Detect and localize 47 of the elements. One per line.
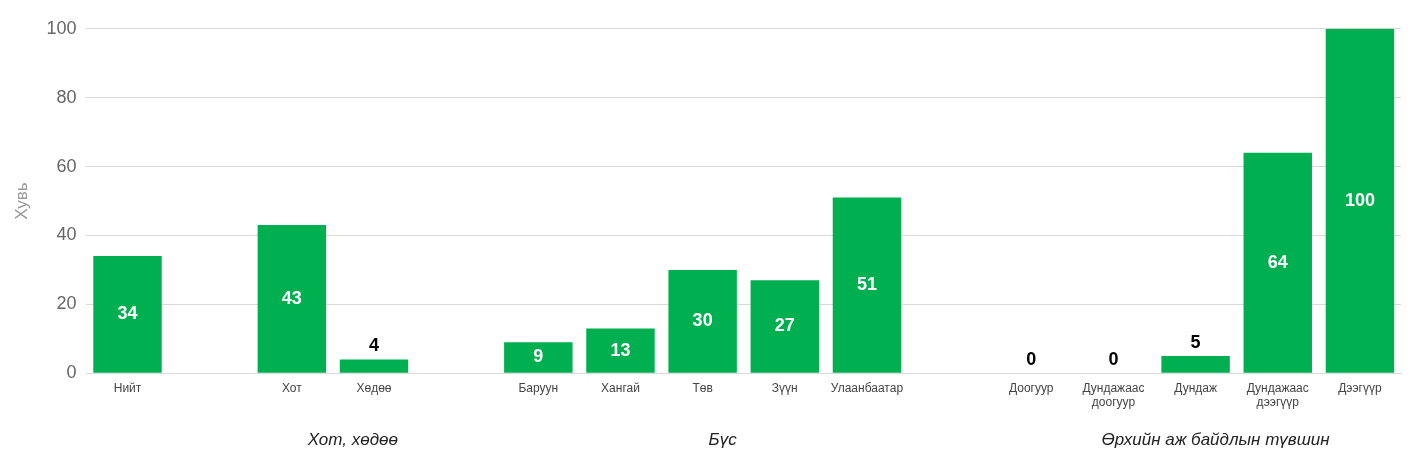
data-label: 64 bbox=[1267, 251, 1288, 272]
x-tick-label: Дундаж bbox=[1174, 380, 1217, 395]
data-label: 43 bbox=[281, 287, 302, 308]
bar bbox=[750, 280, 820, 373]
y-axis-title: Хувь bbox=[11, 182, 31, 220]
x-tick-label: Хангай bbox=[601, 380, 640, 395]
data-label: 0 bbox=[1108, 349, 1119, 370]
x-tick-label: Төв bbox=[692, 380, 713, 395]
x-tick-label: Доогуур bbox=[1009, 380, 1054, 395]
data-label: 4 bbox=[368, 335, 379, 356]
x-tick-label: Хот bbox=[281, 380, 303, 395]
x-tick-label: Дундажаас доогуур bbox=[1082, 380, 1145, 410]
bar bbox=[832, 197, 902, 373]
bar bbox=[1325, 28, 1395, 373]
data-label: 27 bbox=[774, 315, 795, 336]
data-label: 5 bbox=[1190, 331, 1201, 352]
data-label: 100 bbox=[1344, 189, 1375, 210]
y-tick-label: 0 bbox=[66, 362, 77, 383]
y-tick-label: 40 bbox=[56, 224, 77, 245]
bar bbox=[504, 342, 573, 373]
x-tick-label: Баруун bbox=[518, 380, 559, 395]
bar bbox=[586, 328, 655, 373]
data-label: 34 bbox=[117, 303, 138, 324]
bar bbox=[668, 269, 737, 373]
data-label: 0 bbox=[1026, 349, 1037, 370]
x-tick-label: Улаанбаатар bbox=[830, 380, 904, 395]
data-label: 9 bbox=[533, 346, 544, 367]
bar bbox=[1161, 355, 1230, 373]
y-tick-label: 100 bbox=[46, 17, 77, 38]
bar bbox=[339, 359, 409, 373]
x-tick-label: Зүүн bbox=[771, 380, 798, 395]
text: Өрхийн аж байдлын түвшин bbox=[1101, 429, 1331, 449]
data-label: 30 bbox=[692, 310, 713, 331]
x-tick-label: Дундажаас дээгүүр bbox=[1246, 380, 1309, 410]
data-label: 13 bbox=[610, 339, 631, 360]
y-tick-label: 80 bbox=[56, 86, 77, 107]
bar bbox=[257, 225, 327, 373]
bar bbox=[1243, 152, 1312, 373]
text: Хот, хөдөө bbox=[306, 429, 398, 449]
x-tick-label: Нийт bbox=[113, 380, 142, 395]
data-label: 51 bbox=[856, 274, 877, 295]
y-tick-label: 20 bbox=[56, 293, 77, 314]
x-tick-label: Дээгүүр bbox=[1338, 380, 1382, 395]
text: Бүс bbox=[708, 429, 738, 449]
y-tick-label: 60 bbox=[56, 155, 77, 176]
x-tick-label: Хөдөө bbox=[356, 380, 392, 395]
bar bbox=[93, 256, 162, 373]
